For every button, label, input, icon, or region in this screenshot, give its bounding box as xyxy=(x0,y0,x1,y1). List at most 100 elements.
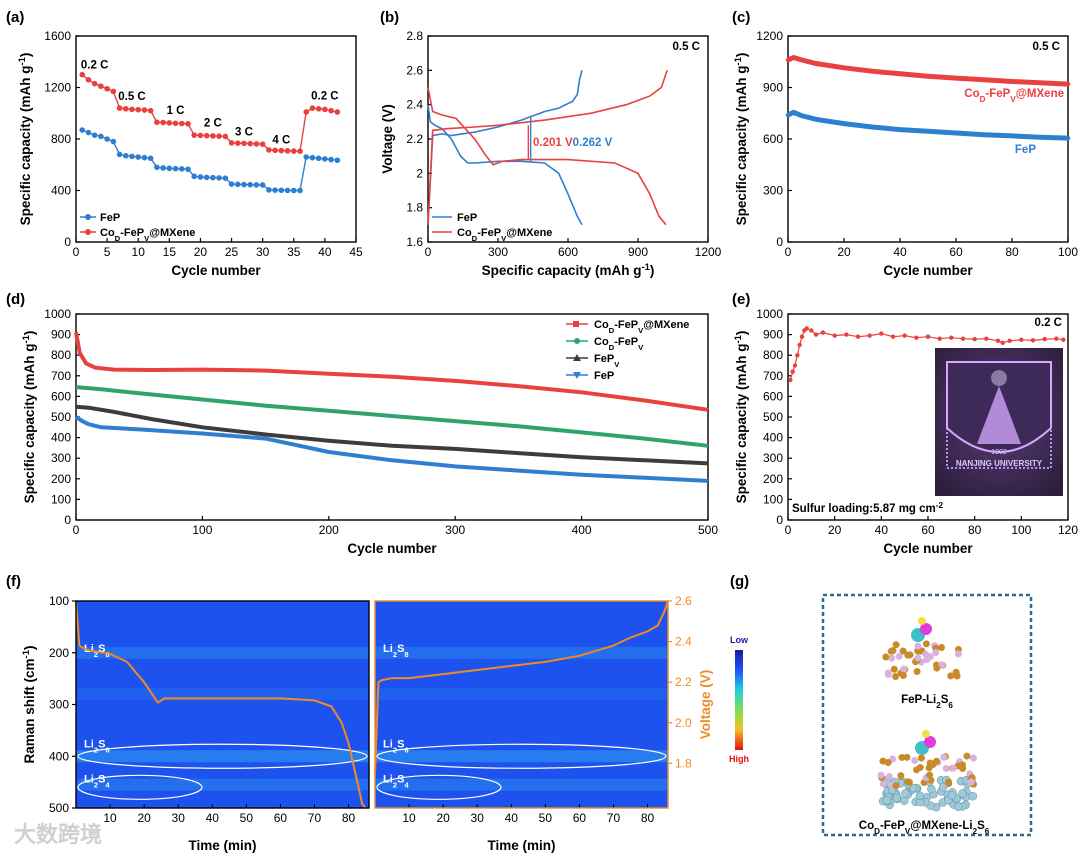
x-tick-label: 20 xyxy=(837,245,851,259)
data-point-fep xyxy=(222,175,229,181)
model-label-cod: CoD-FePV@MXene-Li2S6 xyxy=(859,820,990,836)
data-point xyxy=(1030,338,1036,343)
lattice-atom xyxy=(922,640,930,648)
x-tick-label: 400 xyxy=(572,523,592,537)
y-tick-label: 1200 xyxy=(44,81,71,95)
data-point xyxy=(820,330,826,335)
data-point-cod xyxy=(241,140,247,147)
intensity-band xyxy=(375,688,668,701)
lattice-atom xyxy=(917,754,925,762)
mxene-atom xyxy=(938,782,948,792)
data-point xyxy=(869,124,875,130)
data-point-fep xyxy=(253,182,260,188)
lattice-atom xyxy=(938,661,946,669)
legend-label: FeP xyxy=(100,212,120,224)
y-tick-label: 500 xyxy=(51,410,71,424)
lattice-atom xyxy=(899,672,907,680)
data-point xyxy=(953,75,959,81)
x-tick-label: 10 xyxy=(103,811,117,825)
x-tick-label: 35 xyxy=(287,245,301,259)
model-label-fep: FeP-Li2S6 xyxy=(901,694,953,710)
y-tick-label: 600 xyxy=(51,389,71,403)
data-point xyxy=(937,336,942,341)
y-tick-label: 900 xyxy=(51,328,71,342)
legend-marker xyxy=(574,338,580,344)
cod-fepv-mxene-li2s6-model xyxy=(877,730,978,812)
data-point xyxy=(1009,79,1015,84)
data-point-cod xyxy=(110,88,117,95)
x-tick-label: 0 xyxy=(73,523,80,537)
panel-label-f: (f) xyxy=(6,573,21,590)
mxene-atom xyxy=(900,796,909,805)
panel-d-long-cycling-chart: 0 100 200 300 400 500 0 100 200 300 400 500 600 700 80… xyxy=(21,307,719,556)
seal-year: 1902 xyxy=(991,449,1007,456)
lattice-atom xyxy=(890,665,898,673)
data-point-fep xyxy=(266,187,272,193)
x-axis-label: Cycle number xyxy=(883,541,973,556)
data-point xyxy=(1061,337,1066,342)
data-point-cod xyxy=(210,133,216,139)
data-point-fep xyxy=(297,187,303,194)
x-tick-label: 500 xyxy=(698,523,718,537)
heatmap-charge xyxy=(375,601,668,808)
lattice-atom xyxy=(905,778,913,786)
x-tick-label: 80 xyxy=(641,811,655,825)
data-point xyxy=(925,129,931,134)
data-point-fep xyxy=(197,174,204,180)
x-tick-label: 10 xyxy=(132,245,146,259)
lattice-atom xyxy=(914,642,922,650)
data-point xyxy=(1065,135,1071,141)
lattice-atom xyxy=(898,753,906,761)
data-point xyxy=(797,342,802,348)
x-axis-label: Cycle number xyxy=(347,541,437,556)
x-tick-label: 50 xyxy=(240,811,254,825)
data-point-fep xyxy=(272,187,278,193)
y-tick-label: 500 xyxy=(763,410,783,424)
data-point xyxy=(841,121,847,126)
lattice-atom xyxy=(911,757,919,765)
data-point-fep xyxy=(147,155,154,162)
data-point-cod xyxy=(266,147,272,153)
x-tick-label: 25 xyxy=(225,245,239,259)
data-point xyxy=(813,61,819,66)
mxene-atom xyxy=(954,802,963,811)
data-point-cod xyxy=(104,85,110,92)
y-tick-label: 800 xyxy=(51,132,71,146)
x-tick-label: 300 xyxy=(445,523,465,537)
data-point-fep xyxy=(141,154,148,161)
data-point-fep xyxy=(234,181,241,188)
y-tick-label: 1600 xyxy=(44,29,71,43)
data-point xyxy=(791,110,796,115)
data-point-cod xyxy=(147,107,154,114)
data-point xyxy=(791,55,796,60)
data-point-cod xyxy=(222,133,229,140)
data-point-fep xyxy=(322,156,328,162)
lattice-atom xyxy=(926,653,934,661)
y-tick-label: 400 xyxy=(763,431,783,445)
rate-label: 0.2 C xyxy=(311,91,339,103)
lattice-atom xyxy=(892,782,900,790)
series-band xyxy=(786,54,1069,87)
data-point-fep xyxy=(160,165,166,171)
mxene-atom xyxy=(927,784,936,794)
polarization-label-cod: 0.201 V xyxy=(533,137,573,149)
series-line-fep xyxy=(81,129,338,192)
panel-label-b: (b) xyxy=(380,9,399,26)
y-tick-label: 0 xyxy=(64,513,71,527)
data-point-cod xyxy=(203,132,210,139)
data-point xyxy=(960,336,966,341)
x-tick-label: 60 xyxy=(949,245,963,259)
species-label: Li2S8 xyxy=(383,643,409,659)
x-tick-label: 40 xyxy=(505,811,519,825)
x-tick-label: 0 xyxy=(785,523,792,537)
x-tick-label: 120 xyxy=(1058,523,1078,537)
series-line-cod xyxy=(81,74,338,152)
data-point-cod xyxy=(135,106,142,113)
fep-li2s6-model xyxy=(882,617,962,681)
x-tick-label: 40 xyxy=(893,245,907,259)
panel-e-high-loading-chart: 0 20 40 60 80 100 120 0 100 200 300 400 500 600 700 800… xyxy=(733,307,1079,556)
data-point xyxy=(902,333,907,338)
lattice-atom xyxy=(933,664,941,672)
y-tick-label: 400 xyxy=(51,184,71,198)
intensity-band xyxy=(375,750,668,763)
